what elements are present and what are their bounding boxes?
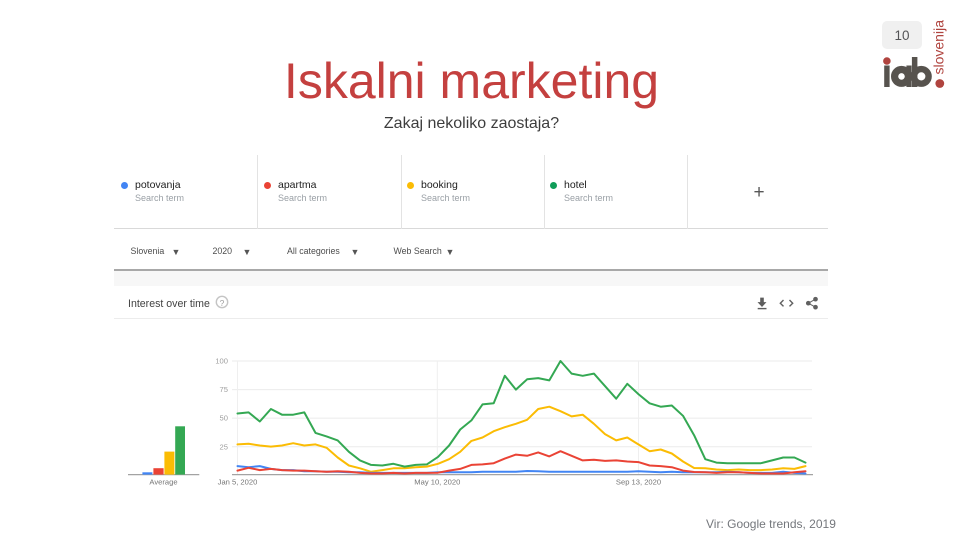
svg-text:25: 25 <box>220 442 228 451</box>
svg-text:May 10, 2020: May 10, 2020 <box>414 478 460 487</box>
svg-text:Average: Average <box>149 478 177 487</box>
svg-text:100: 100 <box>215 357 228 366</box>
svg-text:Jan 5, 2020: Jan 5, 2020 <box>218 478 258 487</box>
svg-text:50: 50 <box>220 414 228 423</box>
svg-text:Sep 13, 2020: Sep 13, 2020 <box>616 478 661 487</box>
svg-text:slovenija: slovenija <box>931 20 947 75</box>
svg-text:?: ? <box>220 298 225 308</box>
svg-text:75: 75 <box>220 385 228 394</box>
